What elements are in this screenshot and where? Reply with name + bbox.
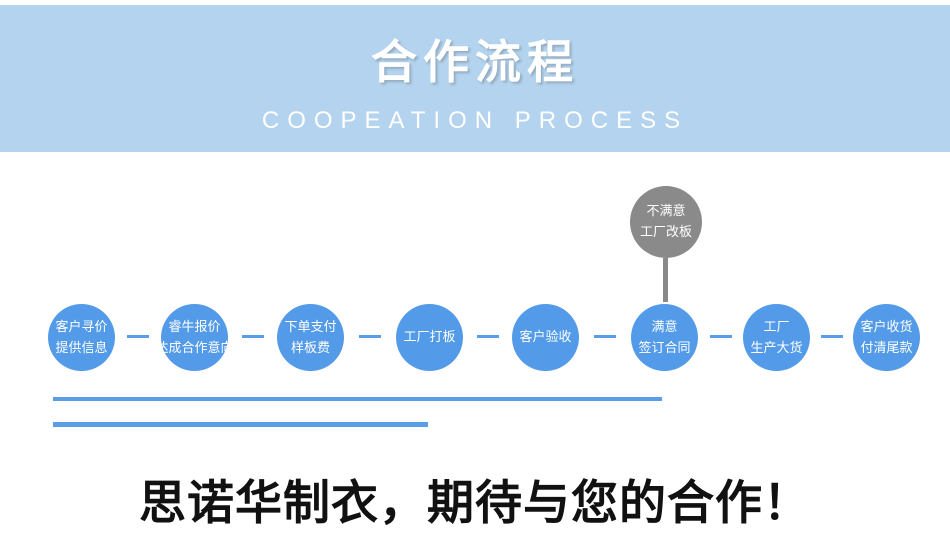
flow-node-label: 付清尾款: [860, 339, 913, 355]
flow-connector: [359, 335, 381, 338]
flow-connector: [710, 335, 732, 338]
flow-node-label: 签订合同: [638, 339, 691, 355]
footer-slogan: 思诺华制衣，期待与您的合作！: [139, 478, 811, 530]
flow-node-sample-making: 工厂打板: [396, 304, 463, 371]
flow-node-inquiry: 客户寻价 提供信息: [48, 304, 115, 371]
flow-node-rework-line2: 工厂改板: [639, 224, 692, 239]
flow-node-quote: 睿牛报价 达成合作意向: [156, 304, 234, 371]
flow-node-label: 生产大货: [750, 339, 803, 355]
flow-node-label: 客户收货: [860, 319, 913, 335]
flow-node-contract: 满意 签订合同: [631, 304, 698, 371]
divider-line-long: [53, 397, 662, 401]
flow-node-label: 满意: [651, 319, 678, 335]
flow-connector: [821, 335, 843, 338]
flow-connector: [242, 335, 264, 338]
flow-node-label: 客户寻价: [55, 319, 108, 335]
flow-node-acceptance: 客户验收: [512, 304, 579, 371]
banner-subtitle: COOPEATION PROCESS: [261, 107, 689, 134]
flow-node-label: 达成合作意向: [155, 339, 234, 355]
flow-node-label: 提供信息: [55, 339, 108, 355]
banner-title: 合作流程: [371, 36, 579, 88]
flow-connector: [127, 335, 149, 338]
header-banner: 合作流程 COOPEATION PROCESS: [0, 5, 950, 152]
divider-line-short: [53, 422, 428, 427]
flow-node-rework: 不满意 工厂改板: [630, 186, 702, 258]
flow-node-label: 客户验收: [519, 329, 572, 345]
flow-node-delivery: 客户收货 付清尾款: [853, 304, 920, 371]
flow-node-order-payment: 下单支付 样板费: [277, 304, 344, 371]
flow-node-label: 睿牛报价: [168, 319, 221, 335]
flow-node-label: 工厂打板: [403, 329, 456, 345]
flow-node-production: 工厂 生产大货: [743, 304, 810, 371]
flow-connector: [594, 335, 616, 338]
flow-node-label: 下单支付: [284, 319, 337, 335]
flow-node-label: 工厂: [763, 319, 790, 335]
flow-connector: [477, 335, 499, 338]
flow-node-label: 样板费: [290, 339, 330, 355]
flow-node-rework-line1: 不满意: [646, 203, 686, 219]
rework-connector-line: [663, 258, 668, 302]
